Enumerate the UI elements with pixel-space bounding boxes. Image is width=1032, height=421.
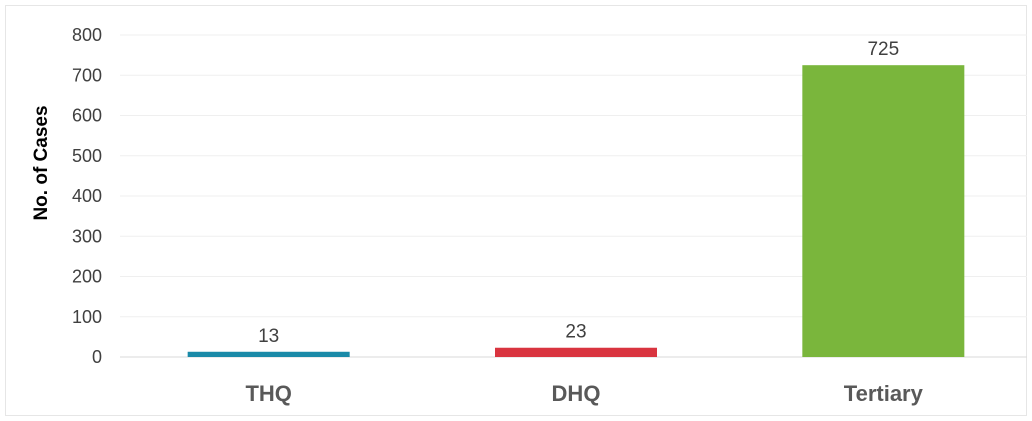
- y-tick-label: 300: [72, 226, 102, 246]
- y-tick-label: 800: [72, 25, 102, 45]
- data-label-thq: 13: [258, 326, 279, 347]
- category-label-dhq: DHQ: [552, 381, 601, 406]
- category-label-thq: THQ: [245, 381, 291, 406]
- y-tick-label: 500: [72, 146, 102, 166]
- bars: [187, 65, 965, 357]
- data-labels: 13 23 725: [258, 39, 899, 347]
- bar-thq: [187, 351, 350, 357]
- category-label-tertiary: Tertiary: [844, 381, 924, 406]
- data-label-tertiary: 725: [867, 39, 899, 60]
- x-axis-categories: THQ DHQ Tertiary: [245, 381, 923, 406]
- bar-dhq: [495, 347, 657, 357]
- y-tick-label: 700: [72, 65, 102, 85]
- y-tick-label: 200: [72, 267, 102, 287]
- bar-tertiary: [802, 65, 965, 357]
- y-axis-title: No. of Cases: [31, 105, 52, 220]
- y-tick-label: 600: [72, 106, 102, 126]
- data-label-dhq: 23: [565, 322, 586, 343]
- y-tick-label: 400: [72, 186, 102, 206]
- y-tick-label: 0: [92, 347, 102, 367]
- y-axis-ticks: 0 100 200 300 400 500 600 700 800: [72, 25, 102, 367]
- y-tick-label: 100: [72, 307, 102, 327]
